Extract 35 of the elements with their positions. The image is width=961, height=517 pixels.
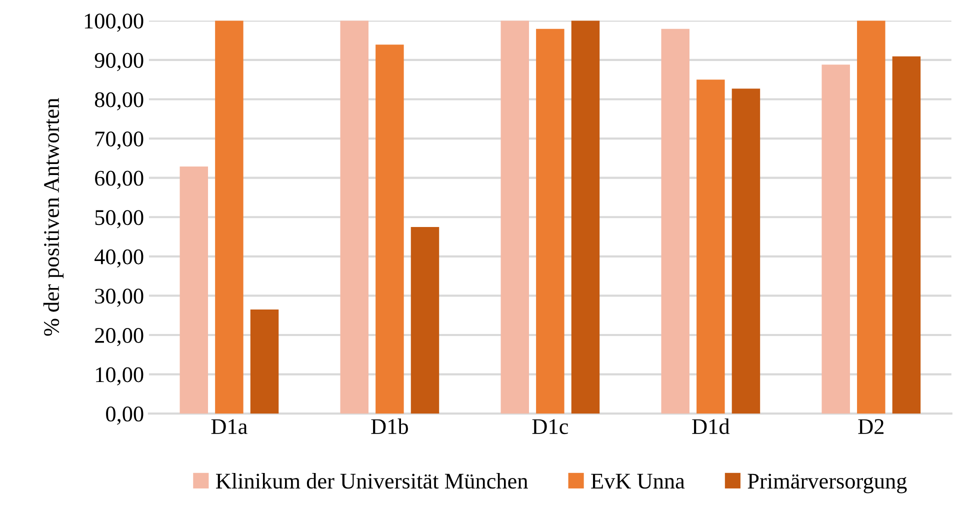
y-tick-label: 80,00 [94, 92, 144, 110]
bar [410, 226, 440, 414]
bar [822, 64, 850, 414]
bar [571, 20, 600, 414]
legend-label: Klinikum der Universität München [216, 473, 528, 489]
x-tick-label: D1d [692, 418, 730, 434]
y-tick-label: 30,00 [95, 288, 144, 307]
bar [500, 20, 529, 414]
bar [892, 56, 921, 414]
bar [215, 20, 244, 414]
bar [180, 166, 208, 414]
y-tick-label: 60,00 [95, 170, 144, 189]
y-tick-label: 90,00 [94, 52, 144, 72]
y-tick-label: 10,00 [96, 367, 144, 386]
y-tick-label: 50,00 [95, 210, 144, 228]
y-axis-title: % der positiven Antworten [43, 98, 64, 336]
y-tick-label: 70,00 [96, 131, 144, 150]
bar [732, 88, 760, 414]
bar [536, 28, 564, 414]
bar [250, 309, 279, 414]
y-tick-label: 0,00 [106, 406, 144, 425]
y-tick-label: 20,00 [95, 328, 144, 346]
x-tick-label: D2 [858, 419, 884, 434]
legend-label: Primärversorgung [748, 474, 907, 494]
bar [661, 28, 690, 414]
x-tick-label: D1a [211, 419, 248, 434]
bar [857, 20, 886, 414]
y-tick-label: 100,00 [84, 14, 144, 32]
x-tick-label: D1b [371, 418, 408, 434]
bar [696, 80, 725, 414]
legend-label: EvK Unna [591, 474, 685, 489]
bar [340, 20, 368, 414]
y-tick-label: 40,00 [94, 249, 144, 268]
bar [376, 44, 404, 414]
x-tick-label: D1c [532, 419, 568, 434]
